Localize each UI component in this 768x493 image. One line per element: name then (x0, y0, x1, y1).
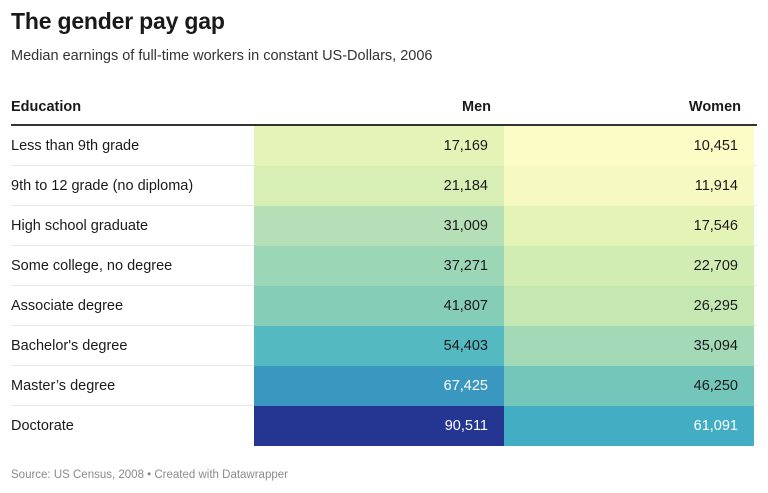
cell-men-earnings: 37,271 (254, 246, 504, 286)
cell-women-earnings: 11,914 (504, 166, 754, 206)
cell-women-earnings: 61,091 (504, 406, 754, 446)
cell-education: Less than 9th grade (11, 138, 140, 154)
cell-men-earnings: 17,169 (254, 126, 504, 166)
cell-men-earnings: 41,807 (254, 286, 504, 326)
table-row: Some college, no degree 37,271 22,709 (11, 246, 757, 286)
cell-women-earnings: 10,451 (504, 126, 754, 166)
table-row: Less than 9th grade 17,169 10,451 (11, 126, 757, 166)
cell-education: High school graduate (11, 218, 149, 234)
cell-education: Bachelor's degree (11, 338, 128, 354)
cell-education: Master’s degree (11, 378, 116, 394)
table-row: Associate degree 41,807 26,295 (11, 286, 757, 326)
cell-men-earnings: 90,511 (254, 406, 504, 446)
cell-women-earnings: 17,546 (504, 206, 754, 246)
cell-men-earnings: 54,403 (254, 326, 504, 366)
table-row: 9th to 12 grade (no diploma) 21,184 11,914 (11, 166, 757, 206)
cell-women-earnings: 26,295 (504, 286, 754, 326)
table-header-row: Education Men Women (11, 88, 757, 126)
cell-women-earnings: 46,250 (504, 366, 754, 406)
chart-subtitle: Median earnings of full-time workers in … (11, 48, 433, 64)
table-row: Bachelor's degree 54,403 35,094 (11, 326, 757, 366)
table-row: High school graduate 31,009 17,546 (11, 206, 757, 246)
cell-education: Associate degree (11, 298, 124, 314)
chart-footer: Source: US Census, 2008 • Created with D… (11, 469, 288, 481)
chart-title: The gender pay gap (11, 8, 225, 34)
cell-education: Some college, no degree (11, 258, 173, 274)
table-row: Master’s degree 67,425 46,250 (11, 366, 757, 406)
cell-women-earnings: 35,094 (504, 326, 754, 366)
pay-gap-table: Education Men Women Less than 9th grade 1… (11, 88, 757, 446)
header-education: Education (11, 99, 82, 115)
cell-education: 9th to 12 grade (no diploma) (11, 178, 194, 194)
cell-education: Doctorate (11, 418, 74, 434)
header-women: Women (688, 99, 741, 115)
cell-women-earnings: 22,709 (504, 246, 754, 286)
table-row: Doctorate 90,511 61,091 (11, 406, 757, 446)
table-body: Less than 9th grade 17,169 10,451 9th to 12… (11, 126, 757, 446)
cell-men-earnings: 21,184 (254, 166, 504, 206)
cell-men-earnings: 67,425 (254, 366, 504, 406)
header-men: Men (462, 99, 491, 115)
cell-men-earnings: 31,009 (254, 206, 504, 246)
